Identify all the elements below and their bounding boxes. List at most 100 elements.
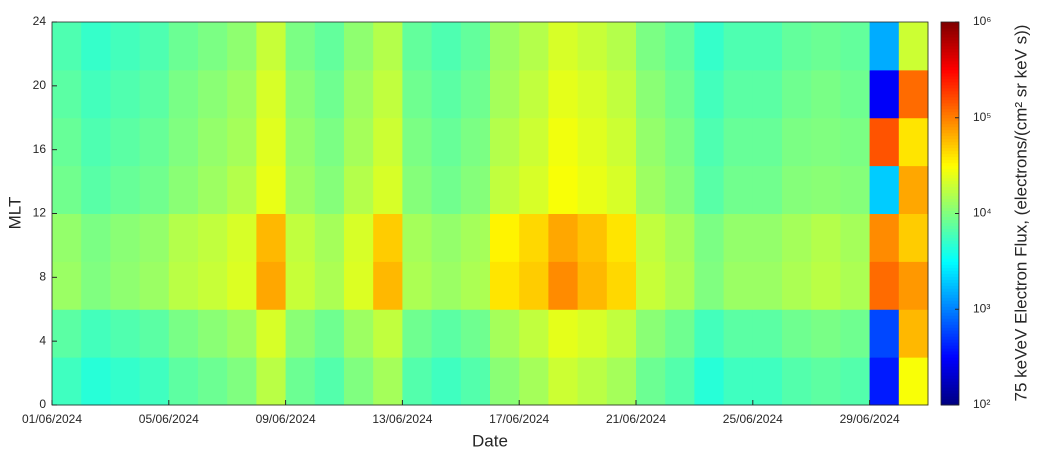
colorbar-step	[941, 213, 959, 217]
heatmap-cell	[198, 309, 228, 358]
heatmap-cell	[782, 69, 812, 119]
colorbar-step	[941, 177, 959, 182]
heatmap-cell	[198, 357, 228, 406]
heatmap-cell	[723, 22, 754, 71]
heatmap-cell	[869, 117, 900, 167]
colorbar-step	[941, 387, 959, 391]
colorbar-step	[941, 399, 959, 403]
y-tick-label: 8	[39, 270, 46, 284]
heatmap-cell	[110, 165, 141, 214]
heatmap-cell	[373, 165, 403, 214]
heatmap-cell	[490, 22, 520, 71]
heatmap-cell	[606, 357, 637, 406]
heatmap-cell	[402, 261, 433, 310]
heatmap-cell	[606, 22, 637, 71]
heatmap-cell	[314, 357, 345, 406]
heatmap-cell	[52, 309, 82, 358]
heatmap-cell	[782, 309, 812, 358]
heatmap-cell	[402, 69, 433, 119]
x-tick-label: 25/06/2024	[723, 412, 783, 426]
heatmap-cell	[694, 309, 725, 358]
heatmap-cell	[344, 69, 374, 119]
colorbar-step	[941, 111, 959, 116]
colorbar-step	[941, 294, 959, 298]
heatmap-cell	[198, 261, 228, 310]
heatmap-cell	[256, 69, 287, 119]
colorbar-step	[941, 123, 959, 128]
colorbar-step	[941, 255, 959, 259]
heatmap-cell	[606, 117, 637, 167]
heatmap-cell	[548, 213, 579, 262]
colorbar-step	[941, 207, 959, 212]
heatmap-cell	[665, 357, 695, 406]
heatmap-cell	[168, 309, 199, 358]
colorbar-step	[941, 42, 959, 47]
heatmap-cell	[636, 22, 666, 71]
heatmap-cell	[460, 117, 491, 167]
heatmap-cell	[460, 357, 491, 406]
heatmap-cell	[314, 22, 345, 71]
colorbar-step	[941, 291, 959, 295]
colorbar-step	[941, 267, 959, 271]
heatmap-cell	[811, 165, 841, 214]
heatmap-cell	[198, 22, 228, 71]
colorbar-step	[941, 270, 959, 274]
heatmap-cell	[168, 22, 199, 71]
heatmap-cell	[665, 22, 695, 71]
heatmap-cell	[373, 22, 403, 71]
colorbar-step	[941, 141, 959, 146]
heatmap-cell	[782, 261, 812, 310]
heatmap-cell	[665, 165, 695, 214]
heatmap-cell	[898, 69, 929, 119]
heatmap-cell	[490, 309, 520, 358]
heatmap-cell	[139, 69, 170, 119]
colorbar-step	[941, 180, 959, 185]
heatmap-cell	[694, 117, 725, 167]
heatmap-cell	[869, 22, 900, 71]
heatmap-cell	[490, 165, 520, 214]
colorbar-step	[941, 165, 959, 170]
colorbar-step	[941, 195, 959, 200]
heatmap-cell	[869, 309, 900, 358]
heatmap-cell	[898, 357, 929, 406]
colorbar-label: 75 keVeV Electron Flux, (electrons/(cm² …	[1011, 25, 1030, 402]
colorbar-step	[941, 384, 959, 388]
colorbar-step	[941, 54, 959, 59]
heatmap-cell	[431, 357, 462, 406]
heatmap-cell	[460, 22, 491, 71]
heatmap-cell	[198, 165, 228, 214]
heatmap-cell	[636, 117, 666, 167]
heatmap-cell	[490, 69, 520, 119]
heatmap-cell	[110, 357, 141, 406]
colorbar-step	[941, 66, 959, 71]
colorbar-step	[941, 342, 959, 346]
colorbar-step	[941, 72, 959, 77]
y-tick-label: 24	[33, 14, 47, 28]
x-tick-label: 09/06/2024	[256, 412, 316, 426]
x-tick-label: 29/06/2024	[840, 412, 900, 426]
heatmap-cell	[227, 357, 257, 406]
heatmap-cell	[256, 261, 287, 310]
colorbar-step	[941, 231, 959, 235]
colorbar-step	[941, 393, 959, 397]
colorbar-step	[941, 45, 959, 50]
heatmap-cell	[402, 309, 433, 358]
colorbar-step	[941, 171, 959, 176]
heatmap-cell	[314, 213, 345, 262]
heatmap-cell	[577, 69, 608, 119]
colorbar-step	[941, 168, 959, 173]
colorbar-step	[941, 402, 959, 406]
heatmap-cell	[198, 117, 228, 167]
heatmap-cell	[373, 69, 403, 119]
colorbar-step	[941, 336, 959, 340]
heatmap-cell	[256, 309, 287, 358]
y-axis-label: MLT	[5, 197, 24, 230]
heatmap-cell	[227, 165, 257, 214]
heatmap-cell	[139, 22, 170, 71]
colorbar-step	[941, 156, 959, 161]
colorbar-step	[941, 258, 959, 262]
heatmap-cell	[636, 165, 666, 214]
heatmap-cell	[665, 213, 695, 262]
heatmap-cell	[460, 261, 491, 310]
